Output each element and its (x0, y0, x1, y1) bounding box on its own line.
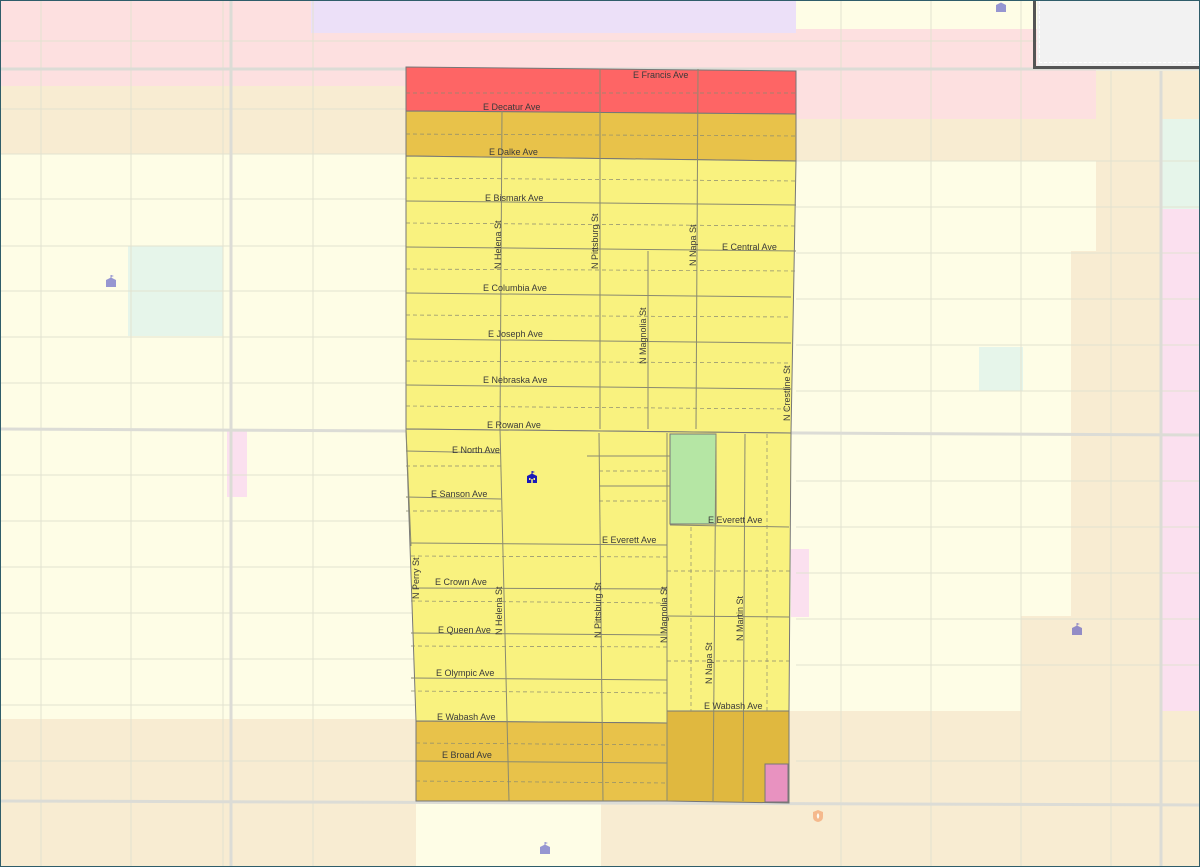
tan-zone-bottom-left (1, 719, 416, 866)
street-label-e-north-ave: E North Ave (452, 445, 500, 455)
pink-patch-east (791, 549, 809, 617)
street-label-n-pittsburg-st-north: N Pittsburg St (590, 213, 600, 269)
school-icon[interactable] (525, 470, 539, 484)
street-label-e-nebraska-ave: E Nebraska Ave (483, 375, 548, 385)
street-label-n-helena-st-south: N Helena St (494, 586, 504, 635)
tan-zone-bottom-center (601, 801, 791, 866)
street-label-e-decatur-ave: E Decatur Ave (483, 102, 541, 112)
tan-zone-left (1, 86, 406, 154)
street-lines-highlight (405, 68, 797, 802)
park-east (979, 347, 1023, 391)
school-icon[interactable] (994, 0, 1008, 13)
zone-yellow-north[interactable] (405, 155, 797, 434)
street-label-e-rowan-ave: E Rowan Ave (487, 420, 541, 430)
fire-station-icon[interactable] (811, 809, 825, 823)
street-label-e-broad-ave: E Broad Ave (442, 750, 492, 760)
zone-pink-corner[interactable] (764, 763, 789, 803)
street-label-n-perry-st: N Perry St (411, 557, 421, 599)
commercial-zone-top-left (1, 1, 231, 21)
residential-bottom-center (416, 801, 601, 866)
street-label-n-helena-st-north: N Helena St (493, 220, 503, 269)
street-label-n-magnolia-st-north: N Magnolia St (638, 307, 648, 364)
pink-zone-far-right (1161, 209, 1199, 809)
street-label-e-wabash-ave-west: E Wabash Ave (437, 712, 496, 722)
tan-zone-right (796, 119, 1096, 161)
street-label-e-olympic-ave: E Olympic Ave (436, 668, 495, 678)
street-label-e-crown-ave: E Crown Ave (435, 577, 487, 587)
street-label-n-magnolia-st-south: N Magnolia St (659, 586, 669, 643)
street-label-e-everett-ave-east: E Everett Ave (708, 515, 763, 525)
street-label-e-francis-ave: E Francis Ave (633, 70, 689, 80)
street-label-e-dalke-ave: E Dalke Ave (489, 147, 538, 157)
street-label-n-napa-st-south: N Napa St (704, 642, 714, 684)
street-label-n-crestline-st: N Crestline St (782, 365, 792, 421)
street-label-e-joseph-ave: E Joseph Ave (488, 329, 543, 339)
tan-zone-bottom-right (789, 711, 1199, 866)
inset-map-frame (1033, 1, 1199, 69)
street-label-e-columbia-ave: E Columbia Ave (483, 283, 547, 293)
zone-red-francis[interactable] (405, 66, 797, 115)
street-label-e-central-ave: E Central Ave (722, 242, 777, 252)
green-zone-far-right (1161, 119, 1199, 209)
school-icon[interactable] (538, 841, 552, 855)
purple-zone-top (311, 1, 796, 33)
street-label-e-bismark-ave: E Bismark Ave (485, 193, 544, 203)
residential-top-right (796, 1, 841, 29)
parcel-lines-highlight (405, 92, 797, 784)
street-label-e-queen-ave: E Queen Ave (438, 625, 491, 635)
street-label-e-everett-ave-west: E Everett Ave (602, 535, 657, 545)
street-label-e-wabash-ave-east: E Wabash Ave (704, 701, 763, 711)
tan-zone-east-lower (1021, 616, 1161, 716)
school-icon[interactable] (104, 274, 118, 288)
street-label-e-sanson-ave: E Sanson Ave (431, 489, 488, 499)
zone-green-park[interactable] (669, 433, 717, 525)
street-label-n-pittsburg-st-south: N Pittsburg St (593, 582, 603, 638)
street-label-n-napa-st-north: N Napa St (688, 224, 698, 266)
school-icon[interactable] (1070, 622, 1084, 636)
street-label-n-martin-st: N Martin St (735, 595, 745, 641)
